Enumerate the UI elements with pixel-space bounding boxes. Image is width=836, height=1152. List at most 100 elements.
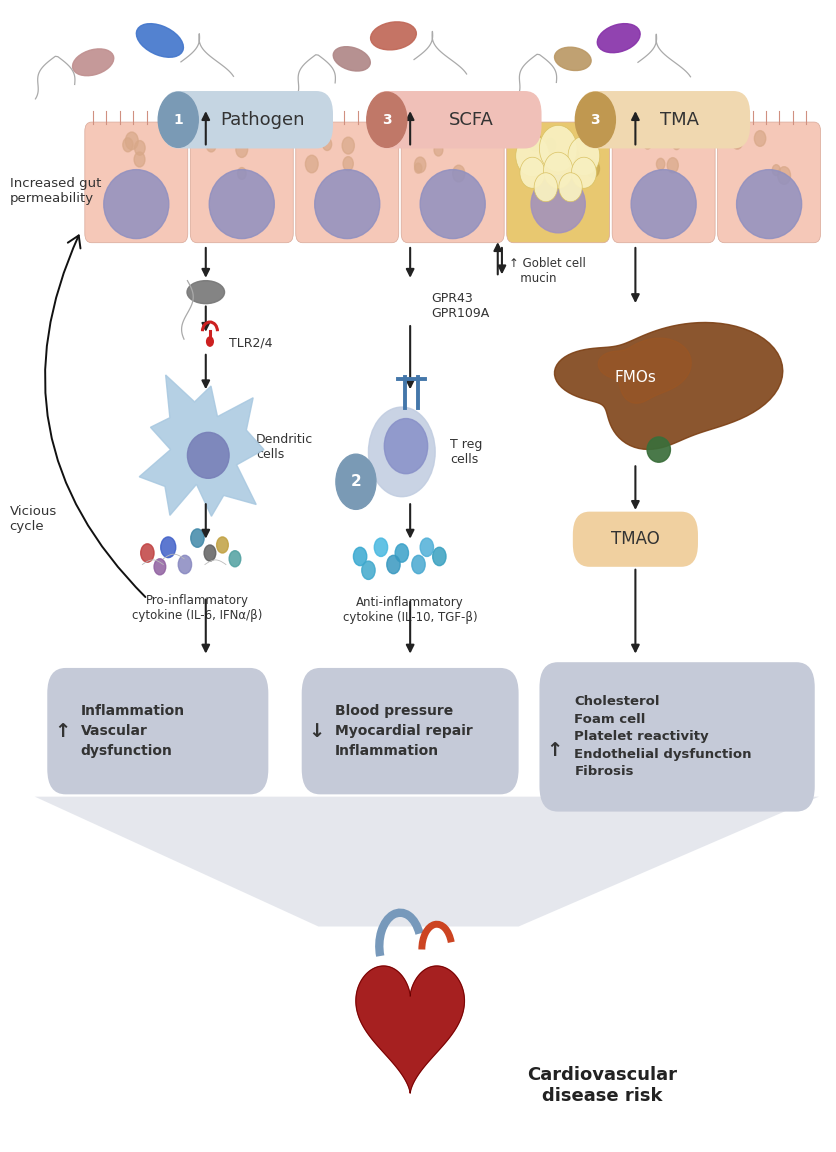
FancyBboxPatch shape xyxy=(539,662,813,812)
Ellipse shape xyxy=(558,173,582,202)
Ellipse shape xyxy=(368,407,435,497)
Text: T reg
cells: T reg cells xyxy=(450,438,482,465)
Circle shape xyxy=(123,138,133,152)
Ellipse shape xyxy=(209,169,274,238)
Text: Anti-inflammatory
cytokine (IL-10, TGF-β): Anti-inflammatory cytokine (IL-10, TGF-β… xyxy=(343,596,477,623)
FancyBboxPatch shape xyxy=(716,122,819,243)
Circle shape xyxy=(414,157,426,173)
Circle shape xyxy=(204,545,216,561)
Circle shape xyxy=(411,555,425,574)
Ellipse shape xyxy=(420,169,485,238)
Circle shape xyxy=(140,544,154,562)
Circle shape xyxy=(191,529,204,547)
Circle shape xyxy=(305,156,318,173)
Circle shape xyxy=(452,165,464,182)
Circle shape xyxy=(374,538,387,556)
Text: ↓: ↓ xyxy=(308,721,324,741)
Circle shape xyxy=(343,157,353,170)
Ellipse shape xyxy=(384,418,427,473)
Text: ↑: ↑ xyxy=(546,741,562,760)
Polygon shape xyxy=(598,338,691,403)
Circle shape xyxy=(252,130,263,144)
Circle shape xyxy=(353,547,366,566)
Circle shape xyxy=(386,555,400,574)
FancyBboxPatch shape xyxy=(190,122,293,243)
Ellipse shape xyxy=(736,169,801,238)
Circle shape xyxy=(666,158,677,173)
Circle shape xyxy=(772,165,779,175)
Text: Blood pressure
Myocardial repair
Inflammation: Blood pressure Myocardial repair Inflamm… xyxy=(334,704,472,758)
Ellipse shape xyxy=(73,48,114,76)
Ellipse shape xyxy=(136,24,183,58)
Text: 1: 1 xyxy=(173,113,183,127)
Text: GPR43
GPR109A: GPR43 GPR109A xyxy=(431,291,489,320)
Circle shape xyxy=(161,537,176,558)
FancyBboxPatch shape xyxy=(301,668,518,795)
Circle shape xyxy=(545,138,555,152)
Circle shape xyxy=(366,92,406,147)
Circle shape xyxy=(574,92,614,147)
Ellipse shape xyxy=(186,281,224,304)
FancyBboxPatch shape xyxy=(506,122,609,243)
FancyBboxPatch shape xyxy=(579,91,749,149)
Circle shape xyxy=(335,454,375,509)
Text: ↑ Goblet cell
   mucin: ↑ Goblet cell mucin xyxy=(508,257,584,286)
Circle shape xyxy=(134,152,145,167)
Circle shape xyxy=(414,164,421,173)
Text: Pro-inflammatory
cytokine (IL-6, IFNα/β): Pro-inflammatory cytokine (IL-6, IFNα/β) xyxy=(132,594,263,622)
Ellipse shape xyxy=(314,169,380,238)
Circle shape xyxy=(125,132,138,150)
FancyBboxPatch shape xyxy=(370,91,541,149)
Ellipse shape xyxy=(554,47,590,70)
Circle shape xyxy=(236,142,247,158)
Ellipse shape xyxy=(597,24,640,53)
Circle shape xyxy=(322,138,331,151)
Polygon shape xyxy=(139,374,263,516)
Polygon shape xyxy=(355,967,464,1093)
Ellipse shape xyxy=(630,169,696,238)
Circle shape xyxy=(570,149,578,159)
FancyArrowPatch shape xyxy=(45,235,145,597)
Circle shape xyxy=(731,135,742,149)
FancyBboxPatch shape xyxy=(572,511,697,567)
Circle shape xyxy=(237,167,246,180)
FancyBboxPatch shape xyxy=(84,122,187,243)
Ellipse shape xyxy=(571,157,596,188)
Circle shape xyxy=(229,551,241,567)
Text: Dendritic
cells: Dendritic cells xyxy=(256,433,313,461)
Circle shape xyxy=(158,92,198,147)
Text: TMAO: TMAO xyxy=(610,530,659,548)
Circle shape xyxy=(135,141,145,156)
FancyBboxPatch shape xyxy=(400,122,503,243)
Circle shape xyxy=(395,544,408,562)
Circle shape xyxy=(643,138,650,149)
Ellipse shape xyxy=(646,437,670,462)
Text: Vicious
cycle: Vicious cycle xyxy=(10,505,57,532)
Circle shape xyxy=(432,547,446,566)
Ellipse shape xyxy=(519,157,544,188)
Circle shape xyxy=(178,555,191,574)
Text: ↑: ↑ xyxy=(54,721,70,741)
Ellipse shape xyxy=(515,135,548,176)
Ellipse shape xyxy=(187,432,229,478)
Text: Cholesterol
Foam cell
Platelet reactivity
Endothelial dysfunction
Fibrosis: Cholesterol Foam cell Platelet reactivit… xyxy=(573,696,751,779)
Text: Increased gut
permeability: Increased gut permeability xyxy=(10,177,101,205)
Ellipse shape xyxy=(333,47,370,71)
Circle shape xyxy=(217,537,228,553)
Ellipse shape xyxy=(530,175,584,233)
Ellipse shape xyxy=(543,152,572,189)
Polygon shape xyxy=(554,323,782,449)
Circle shape xyxy=(206,338,213,346)
Text: SCFA: SCFA xyxy=(448,111,493,129)
Text: 3: 3 xyxy=(381,113,391,127)
Circle shape xyxy=(342,137,354,154)
Text: TLR2/4: TLR2/4 xyxy=(229,336,273,349)
Circle shape xyxy=(361,561,375,579)
Ellipse shape xyxy=(538,126,576,172)
Ellipse shape xyxy=(568,136,599,175)
Circle shape xyxy=(434,144,442,156)
Circle shape xyxy=(206,138,216,152)
FancyBboxPatch shape xyxy=(162,91,333,149)
Text: Pathogen: Pathogen xyxy=(220,111,304,129)
Ellipse shape xyxy=(533,173,557,202)
